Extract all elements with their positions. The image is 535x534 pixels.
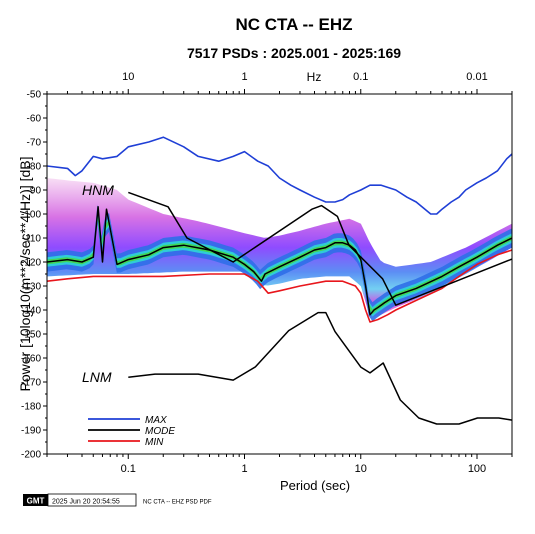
series-layer	[47, 136, 512, 425]
psd-density-layer	[47, 178, 512, 322]
chart-title: NC CTA -- EHZ	[235, 15, 352, 34]
timestamp-box	[47, 493, 137, 507]
legend-label-max: MAX	[145, 415, 167, 426]
y-tick-label: -100	[21, 210, 41, 221]
y-tick-label: -160	[21, 354, 41, 365]
footer-caption: NC CTA -- EHZ PSD PDF	[143, 500, 212, 506]
plot-area	[47, 94, 512, 454]
footer: GMT 2025 Jun 20 20:54:55 NC CTA -- EHZ P…	[23, 493, 212, 507]
x-tick-label: 10	[355, 463, 367, 475]
y-tick-label: -190	[21, 426, 41, 437]
annotations: HNM LNM	[82, 182, 114, 385]
gmt-logo-text: GMT	[27, 497, 45, 506]
y-tick-label: -80	[27, 162, 42, 173]
y-tick-label: -90	[27, 186, 42, 197]
x-tick-label: 0.1	[121, 463, 136, 475]
series-lnm-line	[128, 311, 512, 425]
x-axis-label: Period (sec)	[280, 478, 350, 493]
series-hnm-line	[128, 191, 512, 306]
series-max-line	[47, 136, 512, 215]
y-tick-label: -170	[21, 378, 41, 389]
top-tick-label: 0.01	[466, 71, 487, 83]
chart-subtitle: 7517 PSDs : 2025.001 - 2025:169	[187, 45, 401, 61]
y-tick-label: -50	[27, 90, 42, 101]
legend-label-min: MIN	[145, 437, 164, 448]
top-tick-label: 10	[122, 71, 134, 83]
y-tick-label: -180	[21, 402, 41, 413]
y-tick-label: -110	[22, 234, 42, 245]
y-tick-label: -130	[21, 282, 41, 293]
top-tick-label: 0.1	[353, 71, 368, 83]
y-axis-label: Power [10log10(m**2/sec**4/Hz)] [dB]	[17, 157, 33, 392]
gmt-logo	[23, 494, 48, 506]
legend-label-mode: MODE	[145, 426, 175, 437]
annotation-lnm: LNM	[82, 369, 112, 385]
psd-density-cyan-band	[47, 209, 512, 317]
x-axis: 0.1 1 10 100	[46, 454, 513, 475]
top-axis-label: Hz	[307, 70, 322, 84]
top-axis: 10 1 0.1 0.01	[46, 71, 513, 94]
y-tick-label: -60	[27, 114, 42, 125]
x-tick-label: 100	[468, 463, 486, 475]
top-tick-label: 1	[241, 71, 247, 83]
y-tick-label: -150	[21, 330, 41, 341]
footer-timestamp: 2025 Jun 20 20:54:55	[52, 499, 120, 506]
y-tick-label: -140	[21, 306, 41, 317]
y-tick-label: -70	[27, 138, 42, 149]
psd-density-fill	[47, 178, 512, 317]
series-min-line	[47, 249, 512, 323]
y-tick-label: -200	[21, 450, 41, 461]
y-tick-label: -120	[21, 258, 41, 269]
annotation-hnm: HNM	[82, 182, 114, 198]
y-axis: -50 -60 -70 -80 -90 -100 -110 -120 -130 -140 -150 -…	[21, 90, 47, 461]
x-tick-label: 1	[241, 463, 247, 475]
